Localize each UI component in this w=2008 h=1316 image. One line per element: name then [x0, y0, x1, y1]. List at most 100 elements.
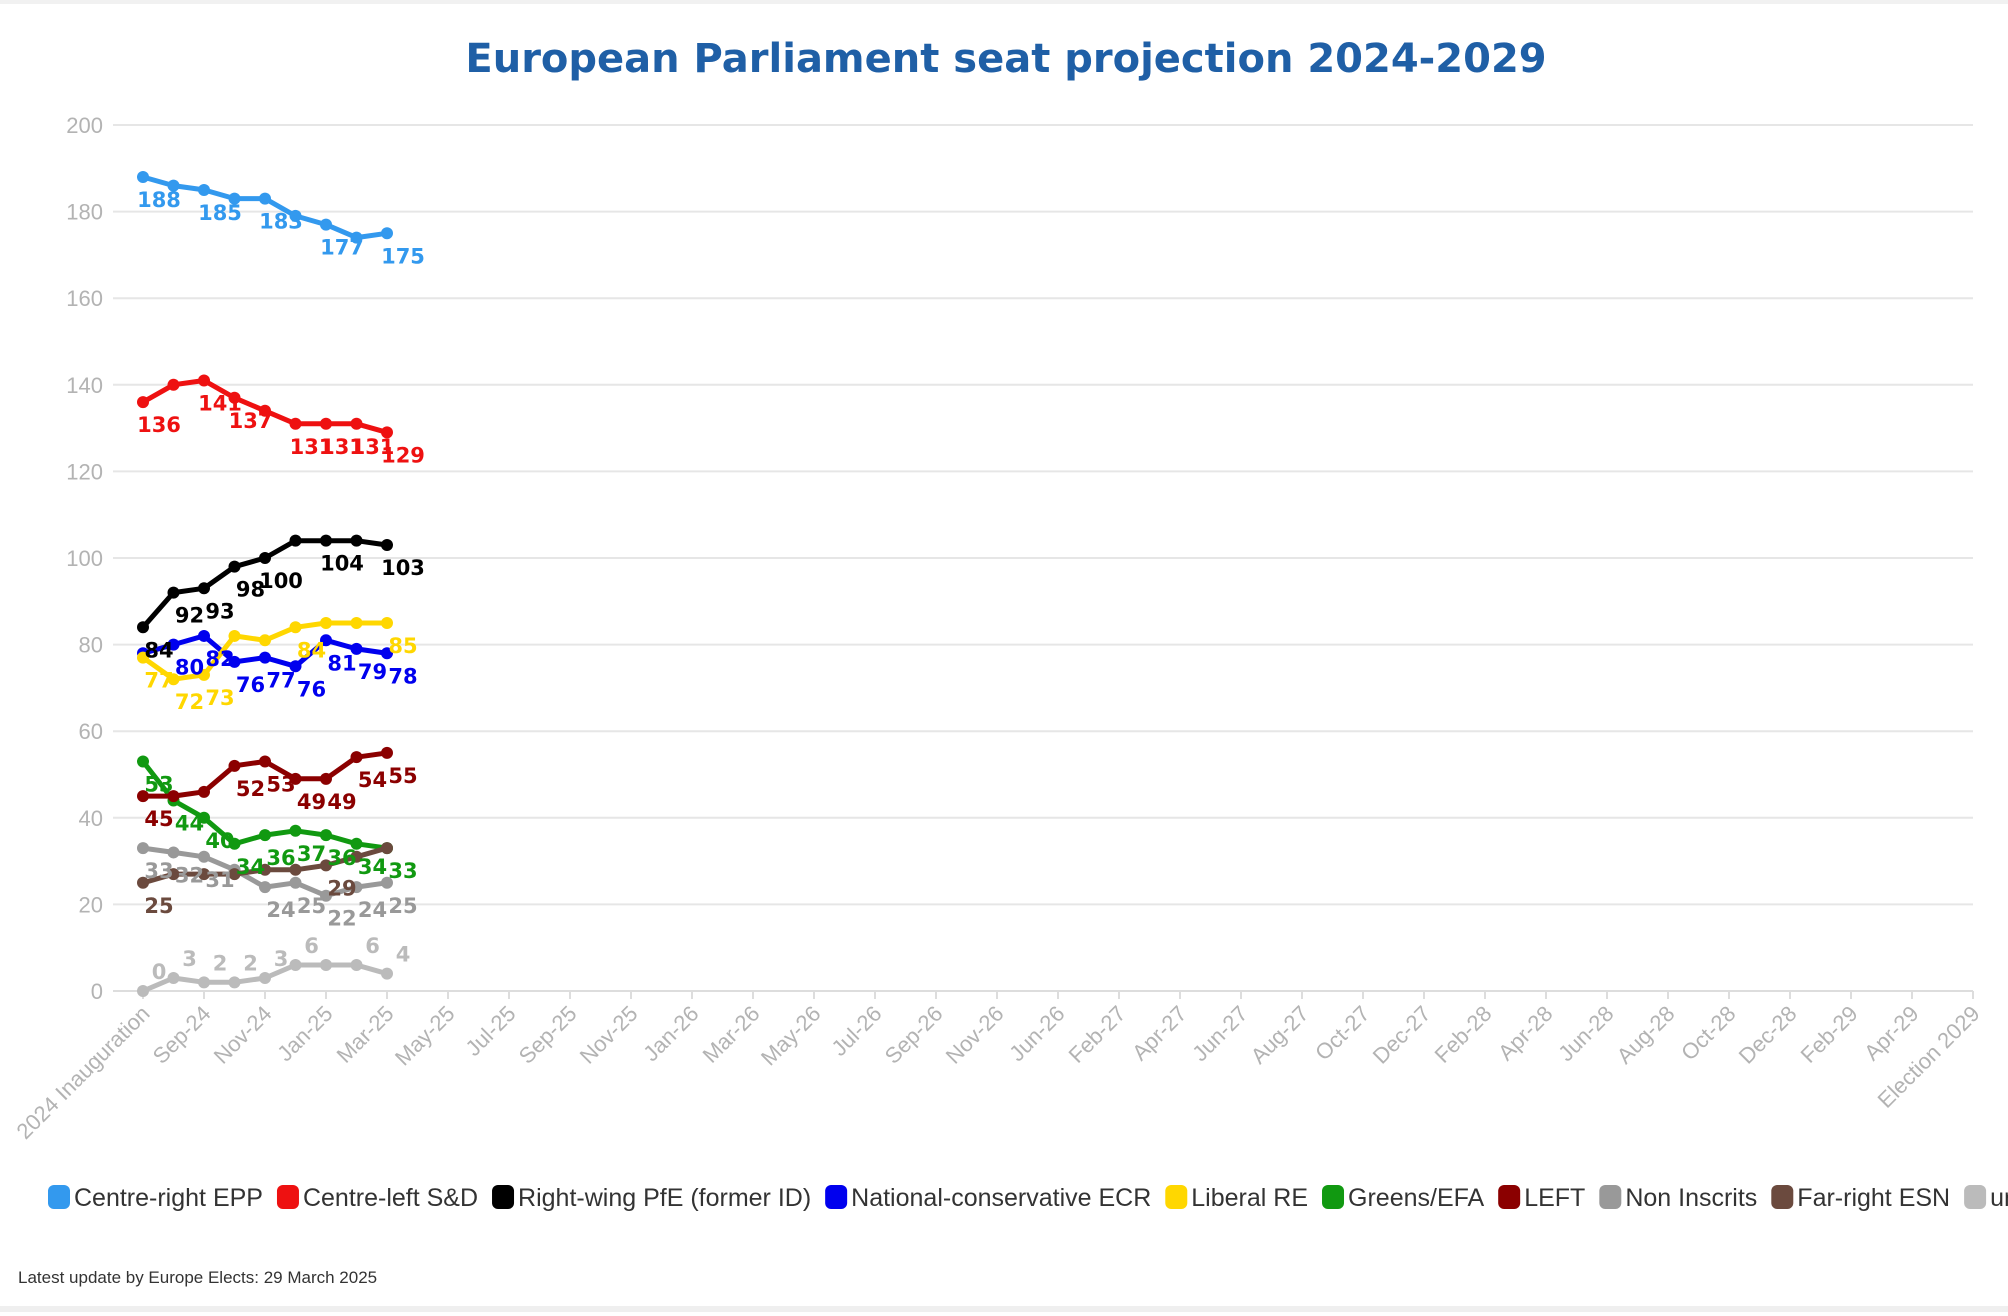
legend-item[interactable]: Non Inscrits: [1599, 1184, 1757, 1212]
data-point: [228, 976, 241, 989]
data-label: 188: [137, 188, 181, 212]
legend-swatch: [492, 1185, 515, 1209]
data-point: [350, 751, 363, 764]
data-label: 84: [297, 638, 326, 662]
data-point: [320, 534, 332, 547]
data-label: 76: [236, 673, 265, 697]
legend-item[interactable]: Right-wing PfE (former ID): [492, 1184, 811, 1212]
data-point: [320, 417, 332, 430]
data-label: 40: [205, 829, 234, 853]
data-point: [198, 582, 210, 595]
y-tick-label: 160: [66, 286, 103, 311]
data-point: [228, 655, 241, 668]
x-tick-label: Nov-24: [209, 1001, 277, 1069]
data-point: [289, 863, 302, 876]
x-tick-label: Mar-26: [698, 1001, 765, 1068]
data-label: 31: [205, 868, 234, 892]
legend-label: Liberal RE: [1191, 1184, 1308, 1212]
x-tick-label: Jul-26: [826, 1001, 886, 1061]
data-label: 79: [358, 660, 387, 684]
data-point: [259, 755, 271, 768]
series-0: [137, 170, 393, 244]
data-point: [381, 227, 393, 240]
data-label: 3: [182, 947, 197, 971]
data-label: 77: [266, 669, 295, 693]
y-tick-label: 0: [91, 979, 103, 1004]
data-point: [350, 417, 363, 430]
data-label: 6: [365, 934, 380, 958]
data-point: [381, 842, 393, 855]
legend-label: Non Inscrits: [1625, 1184, 1757, 1212]
x-tick-label: Sep-25: [514, 1001, 582, 1069]
data-label: 36: [266, 846, 295, 870]
x-tick-label: Jan-25: [272, 1001, 337, 1066]
data-point: [259, 863, 271, 876]
data-label: 2: [243, 951, 258, 975]
data-point: [320, 859, 332, 872]
legend-label: Right-wing PfE (former ID): [518, 1184, 811, 1212]
data-label: 100: [259, 569, 303, 593]
y-tick-label: 180: [66, 200, 103, 225]
legend-item[interactable]: Liberal RE: [1165, 1184, 1308, 1212]
data-label: 24: [358, 898, 387, 922]
data-point: [198, 374, 210, 387]
data-label: 53: [266, 773, 295, 797]
series-6: [137, 746, 393, 803]
x-tick-label: Feb-28: [1430, 1001, 1497, 1068]
data-label: 98: [236, 578, 265, 602]
data-point: [289, 772, 302, 785]
data-label: 33: [144, 859, 173, 883]
data-point: [320, 829, 332, 842]
data-point: [289, 534, 302, 547]
legend-swatch: [1498, 1185, 1521, 1209]
data-point: [259, 404, 271, 417]
y-tick-label: 120: [66, 459, 103, 484]
data-point: [137, 790, 149, 803]
x-tick-label: Sep-26: [880, 1001, 948, 1069]
data-label: 0: [152, 960, 167, 984]
x-axis: 2024 InaugurationSep-24Nov-24Jan-25Mar-2…: [11, 991, 1985, 1144]
legend-item[interactable]: unaffiliated: [1964, 1184, 2008, 1212]
data-point: [167, 586, 180, 599]
legend-label: LEFT: [1524, 1184, 1585, 1212]
data-point: [320, 959, 332, 972]
x-tick-label: Jun-26: [1004, 1001, 1069, 1066]
data-point: [137, 842, 149, 855]
legend-item[interactable]: Greens/EFA: [1322, 1184, 1485, 1212]
data-label: 32: [175, 863, 204, 887]
data-label: 131: [290, 435, 334, 459]
series-7: [137, 842, 393, 902]
data-label: 45: [144, 807, 173, 831]
legend-item[interactable]: Centre-right EPP: [48, 1184, 263, 1212]
data-label: 103: [381, 556, 425, 580]
data-point: [198, 785, 210, 798]
legend-swatch: [1599, 1185, 1622, 1209]
data-label: 177: [320, 236, 364, 260]
x-tick-label: Nov-26: [941, 1001, 1009, 1069]
data-point: [320, 634, 332, 647]
legend-label: Far-right ESN: [1797, 1184, 1950, 1212]
data-label: 84: [144, 638, 173, 662]
legend-item[interactable]: National-conservative ECR: [825, 1184, 1151, 1212]
data-point: [167, 868, 180, 881]
x-tick-label: Jul-25: [460, 1001, 520, 1061]
y-tick-label: 60: [79, 719, 103, 744]
data-point: [198, 850, 210, 863]
legend-swatch: [1322, 1185, 1345, 1209]
legend-label: National-conservative ECR: [851, 1184, 1151, 1212]
data-label: 36: [327, 846, 356, 870]
data-label: 185: [198, 201, 242, 225]
data-point: [289, 417, 302, 430]
data-label: 80: [175, 656, 204, 680]
data-label: 72: [175, 690, 204, 714]
legend-item[interactable]: LEFT: [1498, 1184, 1585, 1212]
x-tick-label: Oct-28: [1676, 1001, 1740, 1065]
legend-item[interactable]: Far-right ESN: [1771, 1184, 1950, 1212]
legend-item[interactable]: Centre-left S&D: [276, 1184, 478, 1212]
data-label: 131: [320, 435, 364, 459]
data-point: [228, 391, 241, 404]
data-point: [381, 539, 393, 552]
x-tick-label: Dec-28: [1734, 1001, 1802, 1069]
data-label: 73: [205, 686, 234, 710]
